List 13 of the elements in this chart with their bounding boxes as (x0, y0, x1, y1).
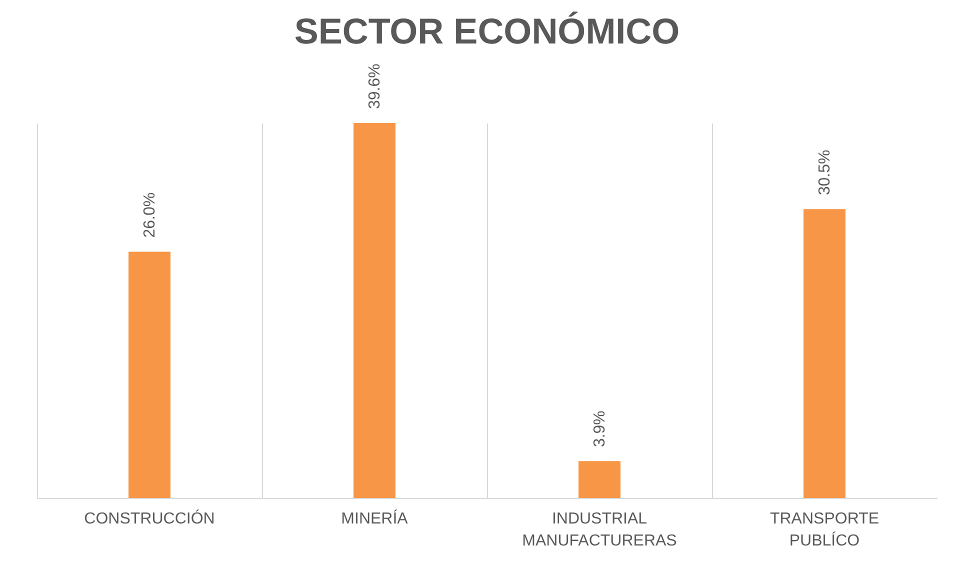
x-tick-label: TRANSPORTE PUBLÍCO (770, 510, 880, 550)
chart-title: SECTOR ECONÓMICO (294, 10, 680, 52)
bar (578, 461, 620, 498)
x-tick-label: INDUSTRIAL MANUFACTURERAS (522, 510, 677, 550)
data-label: 3.9% (592, 410, 608, 448)
x-tick-label: MINERÍA (341, 510, 408, 528)
x-tick-label: CONSTRUCCIÓN (84, 510, 215, 528)
bar (354, 123, 396, 498)
data-label: 39.6% (366, 64, 384, 109)
bar (804, 209, 846, 498)
data-label: 26.0% (142, 192, 158, 238)
data-label: 30.5% (816, 150, 834, 196)
bar (128, 252, 170, 498)
